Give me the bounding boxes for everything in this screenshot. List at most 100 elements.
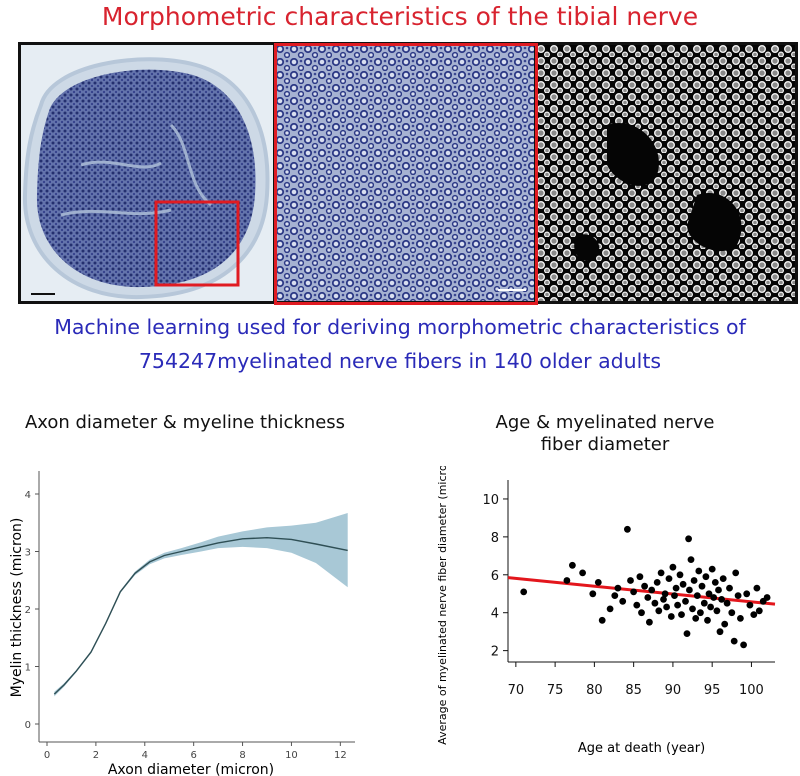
subtitle-line-2: 754247myelinated nerve fibers in 140 old… — [138, 349, 662, 373]
scatter-point — [737, 615, 744, 622]
main-title: Morphometric characteristics of the tibi… — [101, 2, 699, 31]
scatter-point — [750, 611, 758, 618]
scatter-point — [721, 620, 729, 628]
chart1-x-tick-label: 12 — [334, 750, 347, 761]
chart2-x-tick-label: 75 — [547, 683, 564, 698]
chart2-axes: 70 75 80 85 90 95 100 2 4 6 8 10 — [482, 480, 775, 698]
chart2-x-tick-label: 90 — [665, 683, 682, 698]
chart1-x-tick-label: 2 — [93, 750, 99, 761]
scatter-point — [653, 579, 661, 586]
chart1-y-tick-label: 3 — [25, 548, 31, 559]
nerve-cross-section-panel — [21, 45, 273, 301]
scatter-point — [697, 609, 704, 617]
chart2-y-tick-label: 8 — [491, 531, 499, 546]
scatter-point — [753, 584, 761, 592]
chart2-y-tick-label: 4 — [491, 607, 499, 622]
scatter-point — [589, 590, 597, 598]
chart1-y-axis-label: Myelin thickness (micron) — [9, 518, 25, 698]
scatter-point — [611, 592, 619, 599]
scatter-point — [569, 561, 576, 569]
chart2-y-axis-label: Average of myelinated nerve fiber diamet… — [436, 466, 449, 745]
chart1-x-tick-label: 8 — [239, 750, 245, 761]
chart2-x-tick-label: 100 — [739, 683, 764, 698]
scatter-point — [763, 594, 771, 601]
scatter-point — [614, 584, 622, 592]
scatter-point — [700, 599, 708, 607]
chart2-title-line-2: fiber diameter — [540, 434, 670, 455]
scatter-point — [594, 579, 602, 586]
scatter-point — [690, 577, 698, 584]
scatter-point — [685, 535, 692, 543]
scatter-point — [698, 582, 706, 590]
scatter-point — [693, 592, 701, 599]
scatter-point — [669, 563, 677, 571]
scatter-point — [716, 628, 724, 636]
scatter-point — [638, 609, 645, 617]
scatter-point — [707, 603, 714, 611]
chart2-x-tick-label: 80 — [586, 683, 603, 698]
scatter-point — [730, 637, 738, 645]
zoomed-panel-frame — [274, 43, 538, 305]
chart2-x-axis-label: Age at death (year) — [578, 741, 705, 756]
chart1-y-tick-label: 4 — [25, 490, 31, 501]
scatter-point — [715, 586, 722, 594]
scatter-point — [723, 599, 731, 607]
scatter-point — [705, 590, 713, 598]
scatter-point — [676, 571, 684, 579]
scatter-point — [671, 592, 678, 599]
scatter-point — [646, 618, 653, 626]
nerve-cross-section-image — [21, 45, 273, 301]
zoomed-stain-panel — [276, 45, 534, 301]
scatter-point — [710, 594, 718, 601]
scatter-point — [732, 569, 740, 577]
scatter-point — [630, 588, 637, 596]
scatter-point — [648, 586, 656, 594]
chart1-x-tick-label: 6 — [190, 750, 196, 761]
scatter-point — [636, 573, 644, 581]
confidence-band — [54, 513, 348, 697]
scatter-point — [678, 611, 685, 618]
scatter-point — [679, 580, 687, 588]
scatter-point — [660, 596, 667, 603]
scatter-point — [682, 597, 689, 605]
subtitle-line-1: Machine learning used for deriving morph… — [54, 315, 746, 339]
scatter-point — [563, 577, 571, 584]
scatter-point — [619, 597, 627, 605]
scatter-point — [651, 599, 659, 607]
chart1-x-axis-label: Axon diameter (micron) — [108, 762, 274, 776]
scatter-point — [743, 590, 751, 598]
scatter-point — [627, 577, 634, 584]
scatter-point — [711, 579, 719, 586]
scatter-point — [692, 615, 700, 622]
scatter-point — [579, 569, 586, 577]
scatter-point — [687, 556, 695, 563]
chart2-y-tick-label: 2 — [491, 645, 499, 660]
scatter-point — [633, 601, 641, 609]
chart2-x-tick-label: 85 — [625, 683, 642, 698]
chart1-y-tick-label: 1 — [25, 663, 31, 674]
scatter-point — [665, 575, 673, 582]
scatter-point — [683, 630, 691, 637]
scatter-point — [726, 584, 733, 592]
scatter-point — [689, 605, 696, 613]
chart1-y-tick-label: 0 — [25, 720, 31, 731]
histology-panel-strip — [18, 42, 798, 305]
segmentation-mask-image — [537, 45, 795, 301]
scatter-point — [657, 569, 665, 577]
scatter-point — [718, 596, 725, 603]
scatter-point — [686, 586, 693, 594]
scale-bar — [31, 293, 55, 295]
scatter-point — [702, 573, 710, 581]
chart1-title: Axon diameter & myeline thickness — [24, 412, 346, 433]
scatter-point — [644, 594, 652, 601]
chart2-title-line-1: Age & myelinated nerve — [495, 412, 715, 433]
chart1-x-tick-label: 4 — [142, 750, 148, 761]
fit-line — [53, 536, 348, 695]
scatter-point — [695, 567, 703, 575]
age-diameter-scatter: 70 75 80 85 90 95 100 2 4 6 8 10 Age at death (year… — [436, 466, 776, 756]
chart1-x-tick-label: 0 — [44, 750, 50, 761]
scatter-point — [719, 575, 727, 582]
scatter-point — [713, 607, 721, 615]
